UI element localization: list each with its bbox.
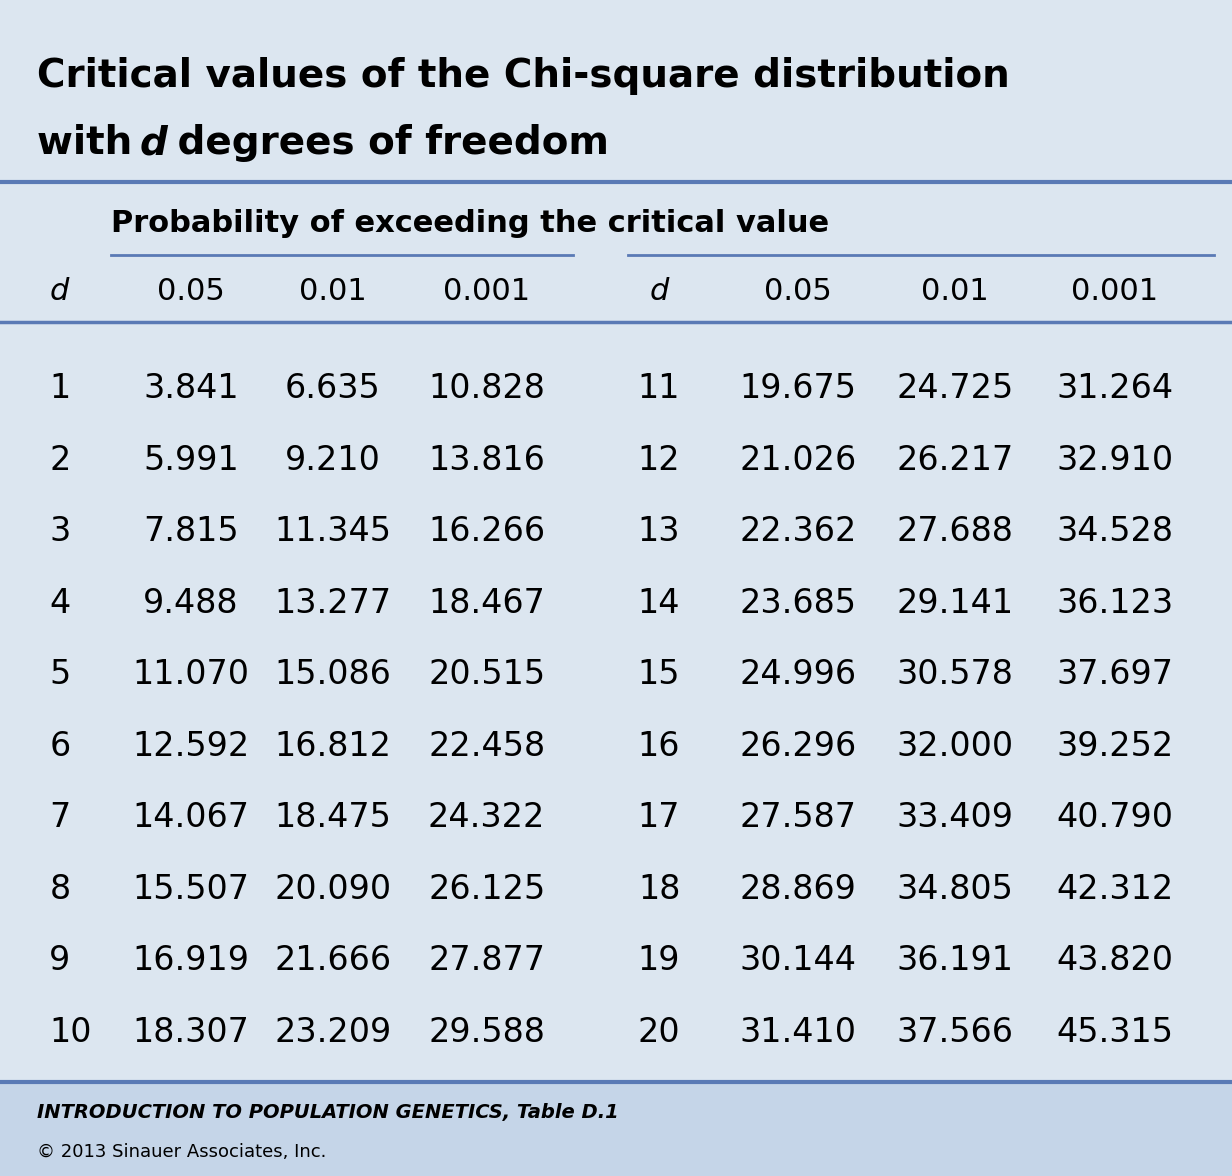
Text: 3: 3: [49, 515, 70, 548]
Text: 10.828: 10.828: [429, 372, 545, 405]
Text: 0.01: 0.01: [922, 278, 988, 306]
Text: 32.910: 32.910: [1056, 443, 1174, 476]
Text: 6.635: 6.635: [285, 372, 381, 405]
Text: 14: 14: [638, 587, 680, 620]
Text: 18.307: 18.307: [133, 1016, 249, 1049]
Text: 12: 12: [638, 443, 680, 476]
Text: 14.067: 14.067: [133, 801, 249, 834]
Text: 31.410: 31.410: [740, 1016, 856, 1049]
Text: 30.578: 30.578: [897, 659, 1013, 691]
Text: 7.815: 7.815: [143, 515, 239, 548]
Text: 9.210: 9.210: [285, 443, 381, 476]
Text: 33.409: 33.409: [897, 801, 1013, 834]
Text: 30.144: 30.144: [740, 944, 856, 977]
Text: 42.312: 42.312: [1056, 873, 1174, 906]
Text: 19: 19: [638, 944, 680, 977]
Text: 28.869: 28.869: [740, 873, 856, 906]
Text: 18: 18: [638, 873, 680, 906]
Text: 20.515: 20.515: [428, 659, 546, 691]
Text: 16.919: 16.919: [133, 944, 249, 977]
Text: 39.252: 39.252: [1056, 729, 1174, 762]
Text: 43.820: 43.820: [1057, 944, 1173, 977]
Bar: [0, 1082, 1232, 1176]
Text: 0.001: 0.001: [1072, 278, 1158, 306]
Text: 17: 17: [638, 801, 680, 834]
Text: 2: 2: [49, 443, 70, 476]
Text: 5.991: 5.991: [143, 443, 239, 476]
Text: 12.592: 12.592: [132, 729, 250, 762]
Text: d: d: [49, 278, 69, 306]
Text: 26.217: 26.217: [896, 443, 1014, 476]
Text: 36.123: 36.123: [1056, 587, 1174, 620]
Text: 20.090: 20.090: [274, 873, 392, 906]
Text: 19.675: 19.675: [740, 372, 856, 405]
Text: 32.000: 32.000: [896, 729, 1014, 762]
Text: Critical values of the Chi-square distribution: Critical values of the Chi-square distri…: [37, 58, 1010, 95]
Text: 16: 16: [638, 729, 680, 762]
Text: d: d: [649, 278, 669, 306]
Text: 29.141: 29.141: [896, 587, 1014, 620]
Text: 11.345: 11.345: [275, 515, 391, 548]
Text: 45.315: 45.315: [1057, 1016, 1173, 1049]
Text: 36.191: 36.191: [897, 944, 1013, 977]
Text: 6: 6: [49, 729, 70, 762]
Text: Probability of exceeding the critical value: Probability of exceeding the critical va…: [111, 209, 829, 238]
Text: 37.566: 37.566: [897, 1016, 1013, 1049]
Text: with: with: [37, 125, 145, 162]
Text: 26.125: 26.125: [428, 873, 546, 906]
Text: 23.685: 23.685: [740, 587, 856, 620]
Text: 27.587: 27.587: [740, 801, 856, 834]
Text: 16.266: 16.266: [428, 515, 546, 548]
Text: 34.805: 34.805: [897, 873, 1013, 906]
Text: 27.688: 27.688: [897, 515, 1013, 548]
Text: 40.790: 40.790: [1057, 801, 1173, 834]
Text: d: d: [140, 125, 168, 162]
Text: 9.488: 9.488: [143, 587, 239, 620]
Text: 1: 1: [49, 372, 70, 405]
Text: 5: 5: [49, 659, 70, 691]
Text: 21.026: 21.026: [739, 443, 857, 476]
Text: 8: 8: [49, 873, 70, 906]
Text: 20: 20: [638, 1016, 680, 1049]
Text: INTRODUCTION TO POPULATION GENETICS, Table D.1: INTRODUCTION TO POPULATION GENETICS, Tab…: [37, 1103, 618, 1122]
Text: 13.277: 13.277: [274, 587, 392, 620]
Text: 0.05: 0.05: [158, 278, 224, 306]
Text: 15.507: 15.507: [133, 873, 249, 906]
Text: 23.209: 23.209: [274, 1016, 392, 1049]
Text: 16.812: 16.812: [275, 729, 391, 762]
Text: 18.475: 18.475: [275, 801, 391, 834]
Text: 15: 15: [638, 659, 680, 691]
Text: 22.362: 22.362: [739, 515, 857, 548]
Text: 13.816: 13.816: [429, 443, 545, 476]
Text: 10: 10: [49, 1016, 91, 1049]
Text: 31.264: 31.264: [1056, 372, 1174, 405]
Text: 11: 11: [638, 372, 680, 405]
Text: © 2013 Sinauer Associates, Inc.: © 2013 Sinauer Associates, Inc.: [37, 1143, 326, 1162]
Text: 24.996: 24.996: [739, 659, 857, 691]
Text: 24.725: 24.725: [896, 372, 1014, 405]
Text: 0.05: 0.05: [765, 278, 832, 306]
Text: 37.697: 37.697: [1057, 659, 1173, 691]
Text: 3.841: 3.841: [143, 372, 239, 405]
Text: 4: 4: [49, 587, 70, 620]
Text: 34.528: 34.528: [1057, 515, 1173, 548]
Text: 26.296: 26.296: [739, 729, 857, 762]
Text: 15.086: 15.086: [275, 659, 391, 691]
Text: 13: 13: [638, 515, 680, 548]
Text: 11.070: 11.070: [133, 659, 249, 691]
Text: 7: 7: [49, 801, 70, 834]
Text: 27.877: 27.877: [429, 944, 545, 977]
Text: degrees of freedom: degrees of freedom: [164, 125, 609, 162]
Text: 18.467: 18.467: [429, 587, 545, 620]
Text: 9: 9: [49, 944, 70, 977]
Text: 22.458: 22.458: [428, 729, 546, 762]
Text: 29.588: 29.588: [429, 1016, 545, 1049]
Text: 24.322: 24.322: [428, 801, 546, 834]
Text: 21.666: 21.666: [274, 944, 392, 977]
Text: 0.01: 0.01: [299, 278, 366, 306]
Text: 0.001: 0.001: [444, 278, 530, 306]
